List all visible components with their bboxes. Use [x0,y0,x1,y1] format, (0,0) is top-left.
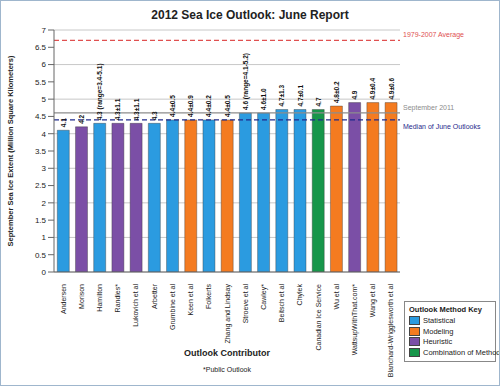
svg-text:3.5: 3.5 [35,147,47,156]
svg-text:2: 2 [42,199,47,208]
svg-text:4.6 (range=4.1-5.2): 4.6 (range=4.1-5.2) [242,53,250,110]
svg-text:1979-2007 Average: 1979-2007 Average [403,31,464,39]
svg-text:0: 0 [42,268,47,277]
svg-text:September Sea Ice Extent (Mill: September Sea Ice Extent (Million Square… [8,55,15,246]
svg-text:1: 1 [42,233,47,242]
html-text:2012 Sea Ice Outlook: June Rep: 2012 Sea Ice Outlook: June Report [151,8,349,22]
svg-text:4.4±0.9: 4.4±0.9 [187,95,194,117]
svg-text:6.5: 6.5 [35,43,47,52]
svg-text:Blanchard-Wrigglesworth et al: Blanchard-Wrigglesworth et al [387,284,395,378]
svg-text:4.2: 4.2 [78,114,85,123]
svg-text:Zhang and Lindsay: Zhang and Lindsay [224,284,232,344]
svg-text:4.3: 4.3 [151,111,158,120]
svg-text:4.9: 4.9 [351,90,358,99]
svg-text:4.7: 4.7 [315,97,322,106]
html-text:Outlook Contributor: Outlook Contributor [184,348,270,358]
svg-text:4.3±1.1: 4.3±1.1 [133,98,140,120]
svg-text:4.1: 4.1 [60,118,67,127]
svg-text:Hamilton: Hamilton [96,284,103,312]
svg-text:Wu et al: Wu et al [333,284,340,310]
svg-text:4.8±0.2: 4.8±0.2 [333,81,340,103]
html-text:Modeling: Modeling [423,326,454,336]
svg-text:Grumbine et al: Grumbine et al [169,284,176,330]
svg-text:3: 3 [42,164,47,173]
svg-text:Wang et al: Wang et al [369,284,377,318]
svg-text:Beitsch et al: Beitsch et al [278,284,285,323]
svg-text:5: 5 [42,95,47,104]
svg-text:2.5: 2.5 [35,181,47,190]
svg-text:Arbetter: Arbetter [151,283,158,309]
svg-text:4.9±0.6: 4.9±0.6 [388,78,395,100]
svg-text:4.3±1.1: 4.3±1.1 [114,98,121,120]
svg-text:4.6±1.0: 4.6±1.0 [260,88,267,110]
svg-text:4.4±0.5: 4.4±0.5 [224,95,231,117]
svg-text:Stroeve et al: Stroeve et al [242,284,249,324]
svg-text:Folkerts: Folkerts [205,284,212,309]
svg-text:4.3 (range=3.4-5.1): 4.3 (range=3.4-5.1) [96,63,104,120]
svg-text:6: 6 [42,60,47,69]
svg-text:4.5: 4.5 [35,112,47,121]
svg-text:Morison: Morison [78,284,85,309]
svg-text:Lukovich et al: Lukovich et al [132,284,139,327]
svg-text:WattsupWithThat.com*: WattsupWithThat.com* [351,284,359,356]
html-text:Outlook Method Key: Outlook Method Key [409,305,482,314]
svg-text:4: 4 [42,130,47,139]
svg-text:4.9±0.4: 4.9±0.4 [369,78,376,100]
html-text:Heuristic: Heuristic [423,337,453,346]
svg-text:Chylek: Chylek [296,284,304,306]
svg-text:Median of June Outlooks: Median of June Outlooks [403,123,481,130]
svg-text:4.4±0.5: 4.4±0.5 [169,95,176,117]
html-text:*Public Outlook: *Public Outlook [203,366,251,373]
html-text:Statistical: Statistical [423,316,456,325]
svg-text:0.5: 0.5 [35,251,47,260]
svg-text:Andersen: Andersen [60,284,67,314]
svg-text:Cawley*: Cawley* [260,284,268,310]
svg-text:Randles*: Randles* [114,284,121,313]
svg-text:4.7±1.3: 4.7±1.3 [278,84,285,106]
svg-text:4.7±0.1: 4.7±0.1 [297,84,304,106]
svg-text:September 2011: September 2011 [403,104,454,112]
svg-text:Canadian Ice Service: Canadian Ice Service [315,284,322,351]
svg-text:7: 7 [42,26,47,35]
svg-text:4.4±0.2: 4.4±0.2 [205,95,212,117]
svg-text:1.5: 1.5 [35,216,47,225]
svg-text:Keen et al: Keen et al [187,284,194,316]
svg-text:5.5: 5.5 [35,78,47,87]
